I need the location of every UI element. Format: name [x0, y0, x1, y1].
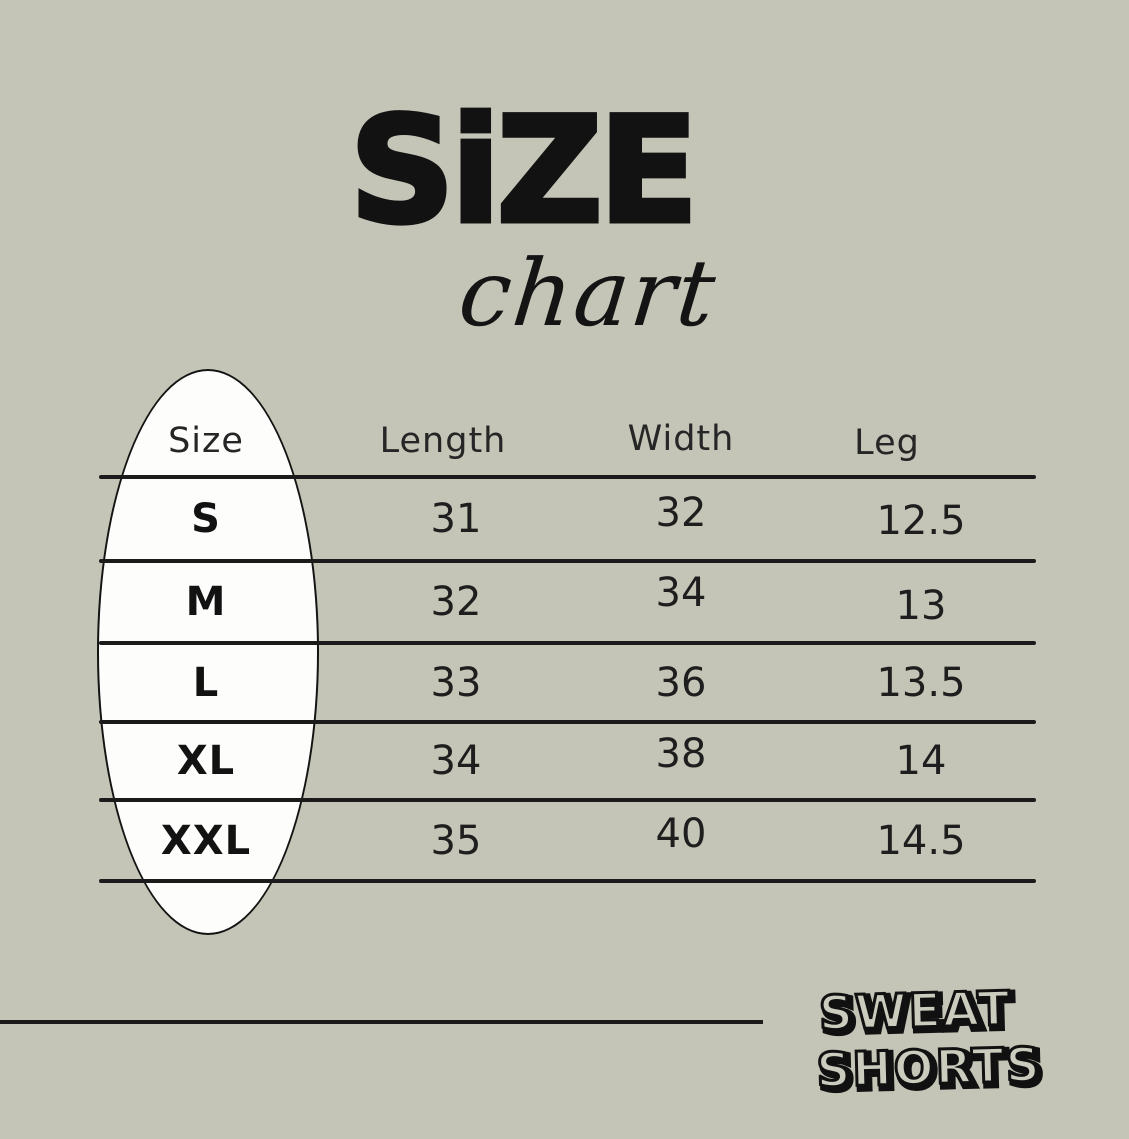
table-cell-leg: 12.5	[876, 498, 966, 544]
table-divider	[99, 720, 1036, 724]
table-cell-length: 35	[430, 818, 482, 864]
table-cell-length: 32	[430, 579, 482, 625]
table-cell-width: 40	[655, 811, 707, 857]
table-cell-size: S	[191, 496, 221, 542]
column-header-width: Width	[627, 419, 735, 459]
table-cell-size: L	[192, 660, 220, 706]
table-cell-width: 34	[655, 570, 707, 616]
table-cell-width: 38	[655, 731, 707, 777]
table-cell-leg: 14	[895, 738, 947, 784]
table-divider	[99, 879, 1036, 883]
brand-line1: SWEAT	[818, 981, 1012, 1041]
page-subtitle: chart	[454, 240, 722, 347]
footer-divider	[0, 1020, 763, 1024]
table-cell-width: 32	[655, 490, 707, 536]
table-cell-length: 31	[430, 496, 482, 542]
table-cell-leg: 14.5	[876, 818, 966, 864]
brand-line1-shadow: SWEAT	[821, 984, 1015, 1044]
table-divider	[99, 559, 1036, 563]
table-cell-width: 36	[655, 660, 707, 706]
table-cell-leg: 13	[895, 583, 947, 629]
size-column-ellipse	[97, 369, 319, 935]
table-divider	[99, 475, 1036, 479]
table-cell-length: 34	[430, 738, 482, 784]
brand-logo: SWEAT SHORTS SWEAT SHORTS	[814, 980, 1049, 1105]
brand-line2-shadow: SHORTS	[819, 1041, 1046, 1102]
table-cell-size: M	[185, 579, 227, 625]
table-cell-size: XL	[176, 738, 236, 784]
brand-line2: SHORTS	[816, 1038, 1043, 1099]
table-cell-length: 33	[430, 660, 482, 706]
table-divider	[99, 641, 1036, 645]
column-header-leg: Leg	[854, 423, 920, 463]
column-header-length: Length	[379, 421, 507, 461]
column-header-size: Size	[168, 421, 244, 461]
table-divider	[99, 798, 1036, 802]
page-title: SiZE	[347, 86, 701, 256]
table-cell-leg: 13.5	[876, 660, 966, 706]
table-cell-size: XXL	[160, 818, 252, 864]
